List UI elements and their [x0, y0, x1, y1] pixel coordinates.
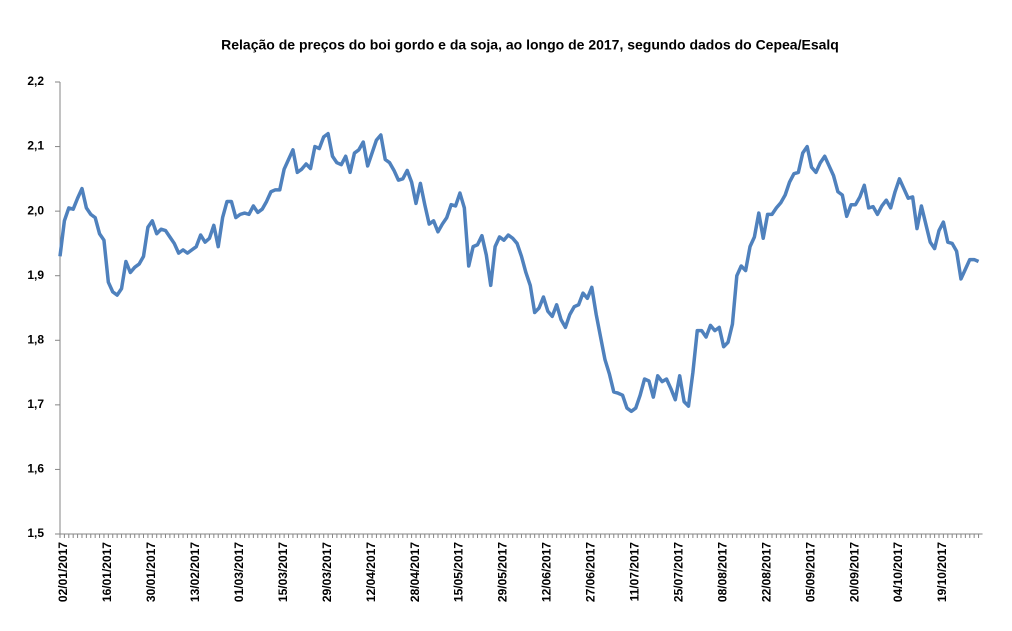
x-tick-label: 04/10/2017: [891, 542, 905, 602]
x-tick-label: 16/01/2017: [100, 542, 114, 602]
x-tick-label: 20/09/2017: [847, 542, 861, 602]
x-tick-label: 27/06/2017: [584, 542, 598, 602]
x-tick-label: 29/03/2017: [320, 542, 334, 602]
x-tick-label: 29/05/2017: [496, 542, 510, 602]
x-tick-label: 08/08/2017: [715, 542, 729, 602]
x-tick-label: 11/07/2017: [628, 542, 642, 602]
y-tick-label: 1,6: [27, 462, 44, 476]
y-tick-label: 2,0: [27, 203, 44, 217]
x-tick-label: 01/03/2017: [232, 542, 246, 602]
x-tick-label: 12/06/2017: [540, 542, 554, 602]
chart-title: Relação de preços do boi gordo e da soja…: [221, 37, 839, 53]
y-tick-label: 1,9: [27, 268, 44, 282]
x-tick-label: 15/05/2017: [452, 542, 466, 602]
x-tick-label: 19/10/2017: [935, 542, 949, 602]
y-tick-label: 2,2: [27, 74, 44, 88]
x-tick-label: 28/04/2017: [408, 542, 422, 602]
line: [58, 131, 980, 414]
x-tick-label: 25/07/2017: [671, 542, 685, 602]
y-tick-label: 2,1: [27, 139, 44, 153]
x-tick-label: 02/01/2017: [56, 542, 70, 602]
x-tick-label: 12/04/2017: [364, 542, 378, 602]
x-tick-label: 05/09/2017: [803, 542, 817, 602]
y-tick-label: 1,8: [27, 332, 44, 346]
y-tick-label: 1,5: [27, 526, 44, 540]
x-tick-label: 22/08/2017: [759, 542, 773, 602]
x-tick-label: 13/02/2017: [188, 542, 202, 602]
y-tick-label: 1,7: [27, 397, 44, 411]
x-tick-label: 30/01/2017: [144, 542, 158, 602]
x-tick-label: 15/03/2017: [276, 542, 290, 602]
